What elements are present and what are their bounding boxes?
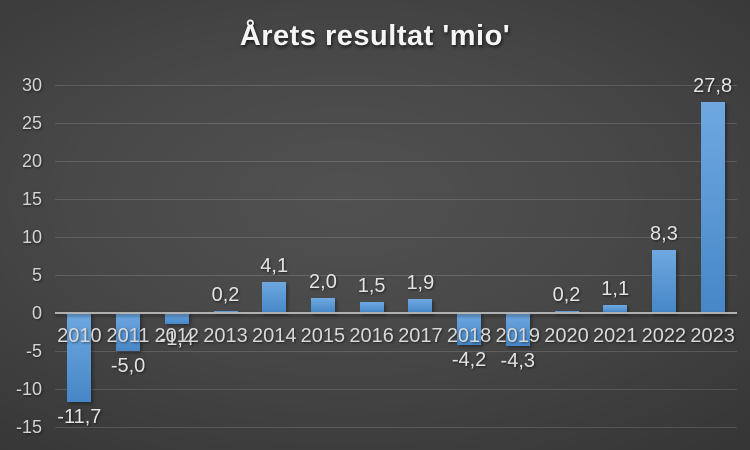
data-label-2010: -11,7 (57, 405, 102, 428)
y-axis-tick-label: 10 (21, 227, 42, 247)
gridline (55, 427, 737, 428)
x-axis-tick-label: 2017 (398, 325, 443, 347)
chart-title: Årets resultat 'mio' (239, 20, 511, 52)
data-label-2015: 2,0 (309, 270, 337, 293)
data-label-2022: 8,3 (650, 222, 678, 245)
x-axis-tick-label: 2011 (106, 325, 150, 347)
bar-2014 (262, 281, 287, 313)
bar-2023 (700, 101, 725, 313)
data-label-2021: 1,1 (601, 277, 630, 300)
data-label-2011: -5,0 (110, 355, 146, 377)
bar-2010 (67, 313, 92, 402)
x-axis-tick-label: 2020 (544, 325, 589, 347)
bar-2015 (310, 297, 335, 313)
y-axis-tick-label: 0 (31, 303, 42, 323)
bar-2022 (651, 249, 676, 313)
x-axis-tick-label: 2013 (203, 325, 248, 347)
y-axis-tick-label: -15 (15, 417, 42, 437)
gridline (55, 237, 737, 238)
y-axis-tick-label: 15 (21, 189, 42, 209)
data-label-2019: -4,3 (500, 349, 536, 372)
bar-2012 (164, 313, 189, 324)
data-label-2018: -4,2 (451, 348, 487, 371)
gridline (55, 123, 737, 124)
y-axis-tick-label: 20 (21, 151, 42, 171)
bar-2021 (603, 304, 628, 313)
gridline (55, 199, 737, 200)
x-axis-tick-label: 2014 (251, 325, 297, 347)
y-axis-tick-label: -5 (25, 341, 42, 361)
x-axis-tick-label: 2018 (446, 325, 492, 347)
bar-2017 (408, 298, 433, 313)
x-axis-tick-label: 2022 (641, 325, 687, 347)
bar-2016 (359, 301, 384, 313)
x-axis-tick-label: 2019 (495, 325, 541, 347)
gridline (55, 275, 737, 276)
data-label-2023: 27,8 (693, 74, 733, 97)
x-axis-tick-label: 2023 (690, 325, 735, 347)
data-label-2017: 1,9 (406, 271, 435, 294)
x-axis-line (55, 312, 737, 314)
gridline (55, 389, 737, 390)
gridline (55, 85, 737, 86)
y-axis-tick-label: 25 (21, 113, 42, 133)
x-axis-tick-label: 2021 (592, 325, 638, 347)
gridline (55, 161, 737, 162)
data-label-2013: 0,2 (211, 284, 240, 307)
x-axis-tick-label: 2015 (300, 325, 346, 347)
x-axis-tick-label: 2016 (349, 325, 394, 347)
y-axis-tick-label: -10 (15, 379, 42, 399)
y-axis-tick-label: 5 (31, 265, 42, 285)
x-axis-tick-label: 2010 (57, 325, 102, 347)
data-label-2016: 1,5 (357, 274, 386, 297)
bar-2018 (457, 313, 482, 345)
bar-2011 (116, 313, 141, 351)
data-label-2012: -1,4 (159, 327, 195, 350)
gridline (55, 351, 737, 352)
data-label-2020: 0,2 (552, 284, 581, 307)
x-axis-tick-label: 2012 (154, 325, 200, 347)
bar-2019 (505, 313, 530, 346)
y-axis-tick-label: 30 (21, 75, 42, 95)
data-label-2014: 4,1 (260, 254, 289, 277)
